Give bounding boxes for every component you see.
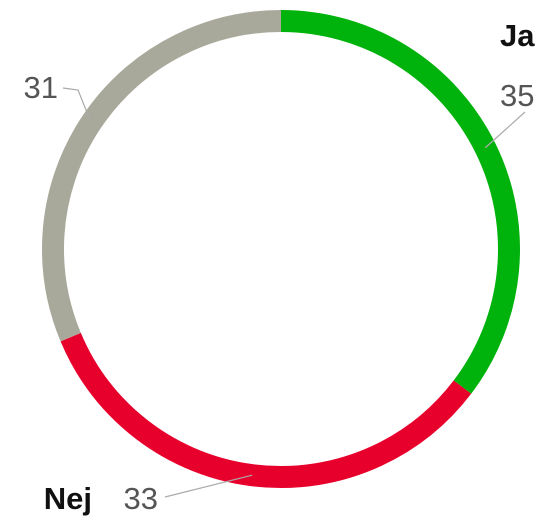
donut-segment xyxy=(280,10,520,394)
leader-line xyxy=(484,111,526,149)
leader-line xyxy=(164,474,253,498)
donut-segment xyxy=(60,332,472,488)
value-label: 35 xyxy=(500,78,534,113)
leader-line xyxy=(62,87,92,123)
value-label: 33 xyxy=(124,481,158,516)
donut-segment xyxy=(42,10,282,342)
category-label: Nej xyxy=(44,481,92,516)
value-label: 31 xyxy=(24,70,58,105)
category-label: Ja xyxy=(500,18,535,53)
